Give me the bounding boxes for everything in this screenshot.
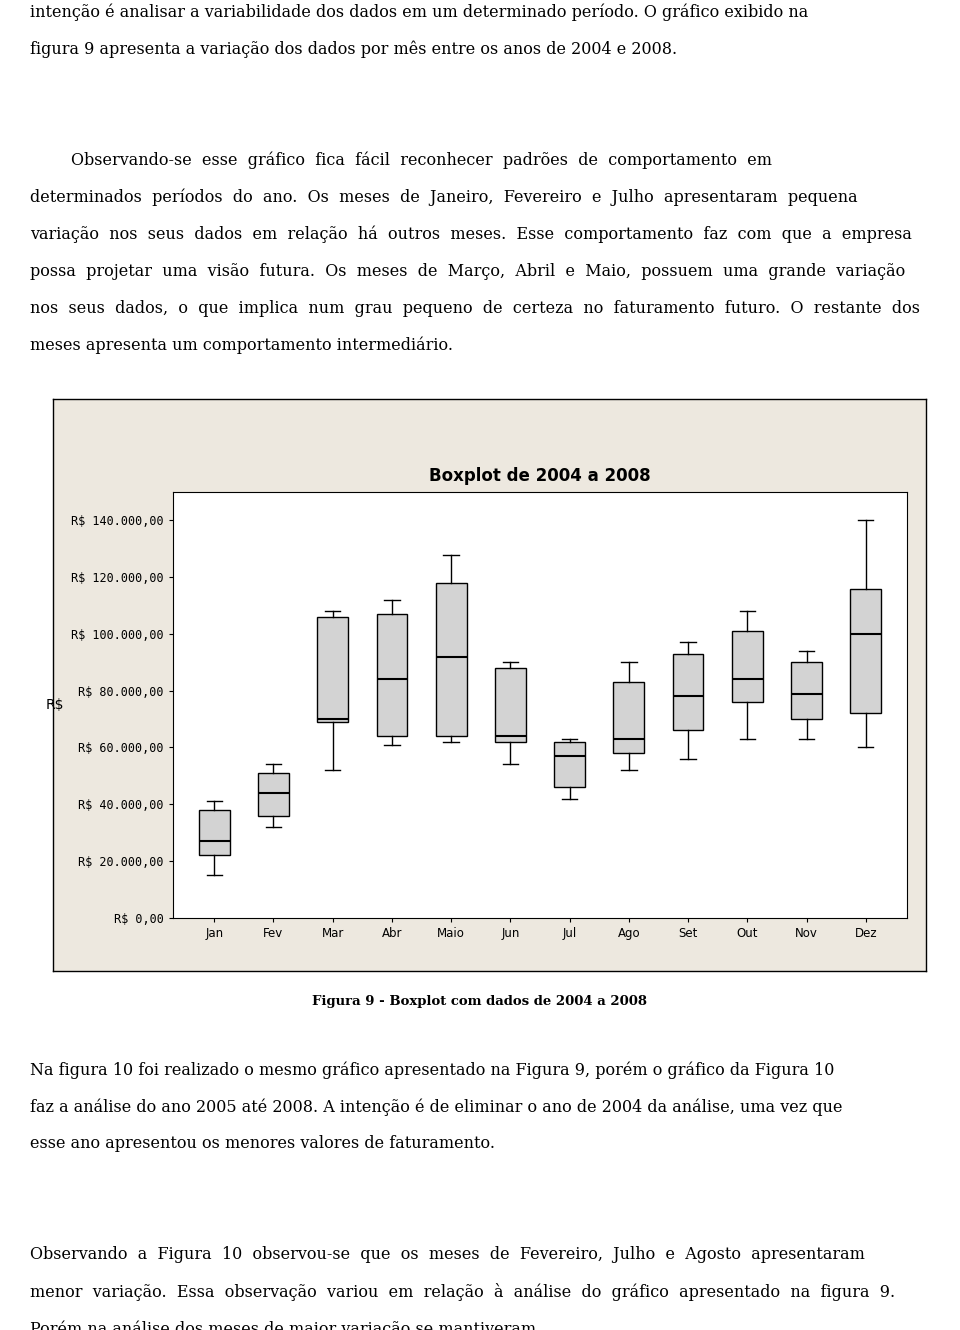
Text: Porém na análise dos meses de maior variação se mantiveram.: Porém na análise dos meses de maior vari…: [30, 1321, 541, 1330]
Text: meses apresenta um comportamento intermediário.: meses apresenta um comportamento interme…: [30, 336, 453, 354]
PathPatch shape: [376, 614, 407, 735]
Text: Na figura 10 foi realizado o mesmo gráfico apresentado na Figura 9, porém o gráf: Na figura 10 foi realizado o mesmo gráfi…: [30, 1061, 834, 1079]
Text: possa  projetar  uma  visão  futura.  Os  meses  de  Março,  Abril  e  Maio,  po: possa projetar uma visão futura. Os mese…: [30, 263, 905, 279]
PathPatch shape: [554, 742, 585, 787]
Text: intenção é analisar a variabilidade dos dados em um determinado período. O gráfi: intenção é analisar a variabilidade dos …: [30, 4, 808, 21]
PathPatch shape: [851, 589, 881, 713]
Text: figura 9 apresenta a variação dos dados por mês entre os anos de 2004 e 2008.: figura 9 apresenta a variação dos dados …: [30, 41, 677, 59]
PathPatch shape: [673, 654, 704, 730]
Text: variação  nos  seus  dados  em  relação  há  outros  meses.  Esse  comportamento: variação nos seus dados em relação há ou…: [30, 226, 912, 243]
Text: Figura 9 - Boxplot com dados de 2004 a 2008: Figura 9 - Boxplot com dados de 2004 a 2…: [313, 995, 647, 1008]
PathPatch shape: [258, 773, 289, 815]
Text: esse ano apresentou os menores valores de faturamento.: esse ano apresentou os menores valores d…: [30, 1136, 494, 1152]
Y-axis label: R$: R$: [45, 698, 63, 712]
Text: Observando  a  Figura  10  observou-se  que  os  meses  de  Fevereiro,  Julho  e: Observando a Figura 10 observou-se que o…: [30, 1246, 865, 1264]
PathPatch shape: [791, 662, 822, 720]
Text: menor  variação.  Essa  observação  variou  em  relação  à  análise  do  gráfico: menor variação. Essa observação variou e…: [30, 1283, 895, 1301]
Text: faz a análise do ano 2005 até 2008. A intenção é de eliminar o ano de 2004 da an: faz a análise do ano 2005 até 2008. A in…: [30, 1099, 842, 1116]
PathPatch shape: [732, 632, 762, 702]
PathPatch shape: [613, 682, 644, 753]
Title: Boxplot de 2004 a 2008: Boxplot de 2004 a 2008: [429, 467, 651, 485]
PathPatch shape: [318, 617, 348, 722]
Text: determinados  períodos  do  ano.  Os  meses  de  Janeiro,  Fevereiro  e  Julho  : determinados períodos do ano. Os meses d…: [30, 189, 857, 206]
PathPatch shape: [495, 668, 526, 742]
Text: Observando-se  esse  gráfico  fica  fácil  reconhecer  padrões  de  comportament: Observando-se esse gráfico fica fácil re…: [30, 152, 772, 169]
Text: nos  seus  dados,  o  que  implica  num  grau  pequeno  de  certeza  no  faturam: nos seus dados, o que implica num grau p…: [30, 299, 920, 317]
PathPatch shape: [199, 810, 229, 855]
PathPatch shape: [436, 583, 467, 735]
